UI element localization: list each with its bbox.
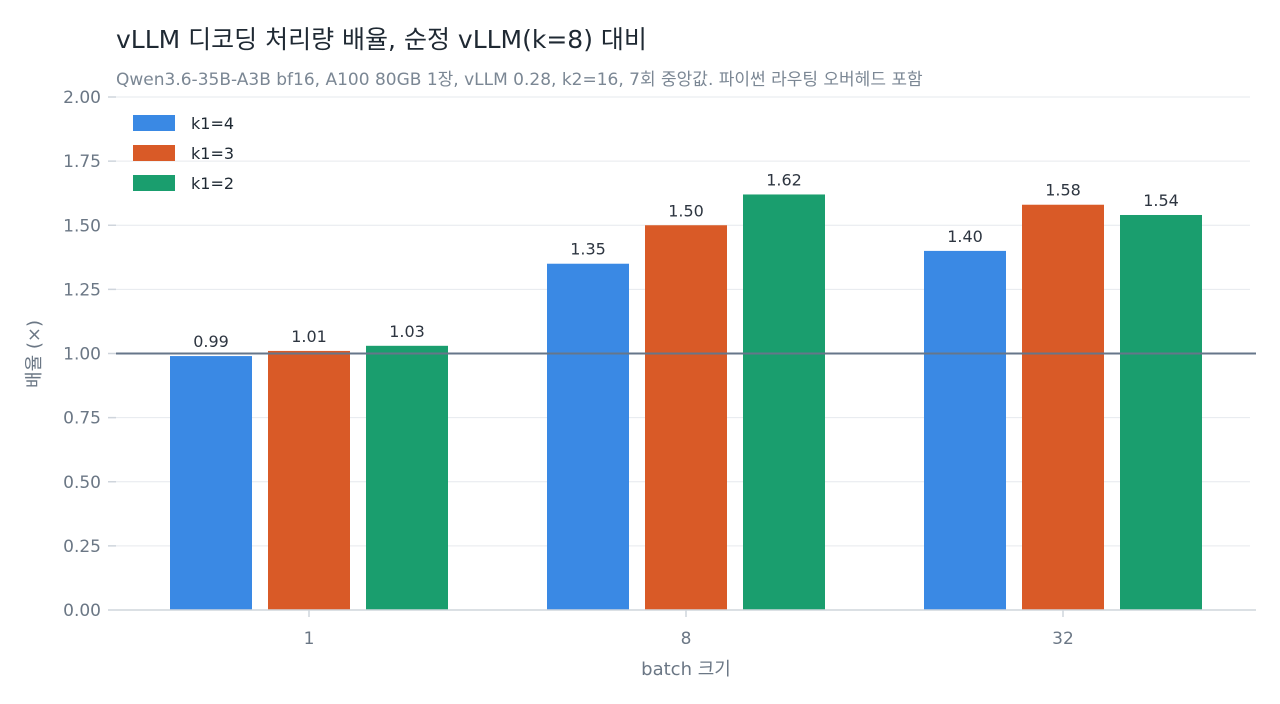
- y-tick-label: 2.00: [63, 88, 101, 108]
- bar-k1=2-batch-32: [1120, 214, 1202, 611]
- y-tick-label: 1.00: [63, 345, 101, 365]
- bar-k1=4-batch-8: [547, 263, 629, 610]
- x-tick-label: 8: [681, 629, 692, 649]
- bar-k1=2-batch-1: [366, 345, 448, 610]
- legend-swatch: [133, 115, 175, 131]
- bars: [170, 194, 1202, 611]
- x-tick-label: 1: [304, 629, 315, 649]
- bar-k1=3-batch-32: [1022, 204, 1104, 611]
- x-axis-label: batch 크기: [641, 659, 731, 680]
- chart-title: vLLM 디코딩 처리량 배율, 순정 vLLM(k=8) 대비: [116, 25, 647, 54]
- legend-swatch: [133, 175, 175, 191]
- bar-value-label: 1.03: [389, 322, 425, 341]
- bar-k1=3-batch-8: [645, 225, 727, 610]
- y-tick-labels: 0.00 0.25 0.50 0.75 1.00 1.25 1.50 1.75 2.00: [63, 88, 101, 621]
- y-tick-label: 1.25: [63, 280, 101, 300]
- bar-k1=4-batch-32: [924, 250, 1006, 610]
- bar-value-labels: 0.99 1.01 1.03 1.35 1.50 1.62 1.40 1.58 1.54: [193, 170, 1179, 351]
- bar-k1=3-batch-1: [268, 350, 350, 610]
- bar-k1=2-batch-8: [743, 194, 825, 610]
- y-tick-label: 0.25: [63, 537, 101, 557]
- bar-value-label: 1.62: [766, 170, 802, 189]
- y-axis-label: 배율 (×): [24, 320, 45, 388]
- legend: k1=4 k1=3 k1=2: [133, 114, 234, 193]
- bar-value-label: 1.58: [1045, 181, 1081, 200]
- bar-value-label: 1.50: [668, 201, 704, 220]
- legend-label: k1=2: [191, 174, 234, 193]
- bar-value-label: 1.40: [947, 227, 983, 246]
- y-tick-label: 1.75: [63, 152, 101, 172]
- legend-label: k1=4: [191, 114, 234, 133]
- bar-value-label: 1.01: [291, 327, 327, 346]
- legend-swatch: [133, 145, 175, 161]
- chart-subtitle: Qwen3.6-35B-A3B bf16, A100 80GB 1장, vLLM…: [116, 70, 923, 90]
- x-tick-label: 32: [1052, 629, 1074, 649]
- bar-value-label: 1.35: [570, 240, 606, 259]
- y-tick-label: 1.50: [63, 216, 101, 236]
- x-tick-labels: 1 8 32: [304, 610, 1074, 649]
- bar-value-label: 0.99: [193, 332, 229, 351]
- y-tick-label: 0.00: [63, 601, 101, 621]
- y-tick-label: 0.75: [63, 409, 101, 429]
- bar-value-label: 1.54: [1143, 191, 1179, 210]
- legend-label: k1=3: [191, 144, 234, 163]
- bar-k1=4-batch-1: [170, 356, 252, 610]
- y-tick-label: 0.50: [63, 473, 101, 493]
